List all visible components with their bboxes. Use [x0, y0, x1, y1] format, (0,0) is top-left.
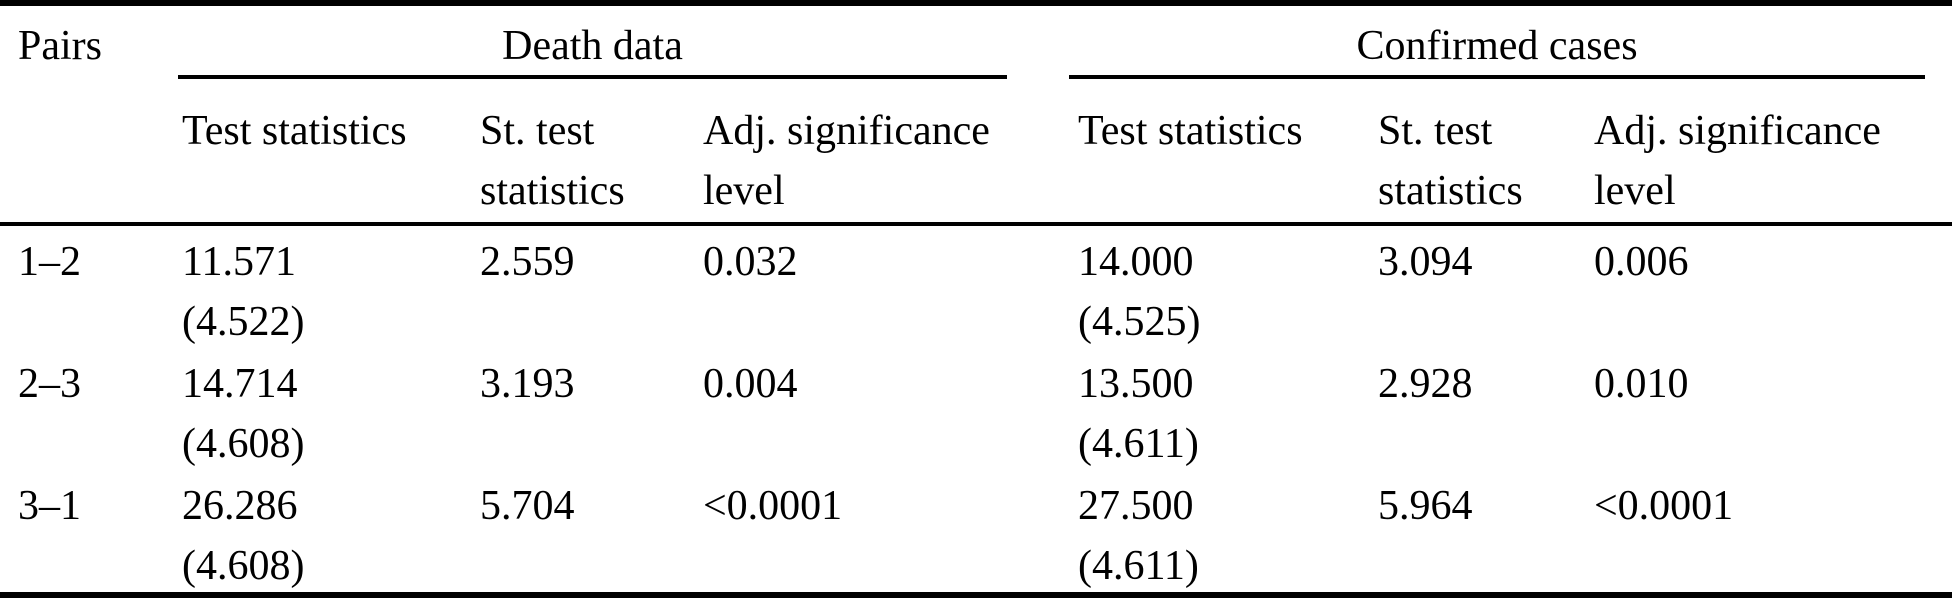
test-statistic-paren: (4.608)	[182, 421, 305, 467]
death-test-statistics-header: Test statistics	[182, 108, 407, 154]
test-statistic-paren: (4.611)	[1078, 421, 1199, 467]
death-adj-significance-cell: 0.032	[703, 239, 798, 285]
test-statistic-paren: (4.611)	[1078, 543, 1199, 589]
confirmed-adj-significance-header: Adj. significance level	[1594, 108, 1881, 214]
death-adj-significance-cell: <0.0001	[703, 483, 843, 529]
death-st-test-statistics-header: St. test statistics	[480, 108, 625, 214]
rule-gap	[1925, 75, 1952, 79]
death-test-statistic-cell: 11.571 (4.522)	[182, 226, 480, 352]
group-underline-rules	[0, 75, 1952, 79]
table-row: 1–2 11.571 (4.522) 2.559 0.032 14.000 (4…	[0, 226, 1952, 348]
death-st-test-statistic-cell: 3.193	[480, 361, 575, 407]
test-statistic-value: 14.714	[182, 361, 298, 407]
test-statistic-value: 11.571	[182, 239, 296, 285]
table-bottom-rule	[0, 592, 1952, 598]
pairs-subheader-spacer	[0, 79, 182, 101]
pair-label: 3–1	[18, 483, 81, 529]
group-header-death-data: Death data	[178, 6, 1007, 70]
test-statistic-value: 13.500	[1078, 361, 1194, 407]
test-statistic-paren: (4.522)	[182, 299, 305, 345]
death-test-statistic-cell: 14.714 (4.608)	[182, 348, 480, 474]
header-body-divider-rule	[0, 222, 1952, 226]
confirmed-adj-significance-cell: 0.006	[1594, 239, 1689, 285]
confirmed-st-test-statistics-header: St. test statistics	[1378, 108, 1523, 214]
death-st-test-statistic-cell: 2.559	[480, 239, 575, 285]
group-header-confirmed-cases: Confirmed cases	[1069, 6, 1925, 70]
confirmed-test-statistic-cell: 13.500 (4.611)	[1078, 348, 1378, 474]
death-data-underline-rule	[178, 75, 1007, 79]
confirmed-adj-significance-cell: <0.0001	[1594, 483, 1734, 529]
table-subheader-row: Test statistics St. test statistics Adj.…	[0, 79, 1952, 222]
confirmed-cases-underline-rule	[1069, 75, 1925, 79]
confirmed-st-test-statistic-cell: 3.094	[1378, 239, 1473, 285]
pair-label: 1–2	[18, 239, 81, 285]
test-statistic-value: 26.286	[182, 483, 298, 529]
death-st-test-statistic-cell: 5.704	[480, 483, 575, 529]
table-group-header-row: Pairs Death data Confirmed cases	[0, 6, 1952, 75]
death-adj-significance-header: Adj. significance level	[703, 108, 990, 214]
table-row: 3–1 26.286 (4.608) 5.704 <0.0001 27.500 …	[0, 470, 1952, 592]
confirmed-adj-significance-cell: 0.010	[1594, 361, 1689, 407]
test-statistic-paren: (4.608)	[182, 543, 305, 589]
group-label-death-data: Death data	[502, 23, 683, 69]
test-statistic-value: 14.000	[1078, 239, 1194, 285]
death-adj-significance-cell: 0.004	[703, 361, 798, 407]
death-test-statistic-cell: 26.286 (4.608)	[182, 470, 480, 596]
confirmed-st-test-statistic-cell: 5.964	[1378, 483, 1473, 529]
table-top-rule	[0, 0, 1952, 6]
table-row: 2–3 14.714 (4.608) 3.193 0.004 13.500 (4…	[0, 348, 1952, 470]
test-statistic-paren: (4.525)	[1078, 299, 1201, 345]
group-label-confirmed-cases: Confirmed cases	[1356, 23, 1638, 69]
confirmed-st-test-statistic-cell: 2.928	[1378, 361, 1473, 407]
confirmed-test-statistic-cell: 14.000 (4.525)	[1078, 226, 1378, 352]
confirmed-test-statistics-header: Test statistics	[1078, 108, 1303, 154]
pair-label: 2–3	[18, 361, 81, 407]
test-statistic-value: 27.500	[1078, 483, 1194, 529]
pairs-column-header: Pairs	[18, 23, 102, 69]
confirmed-test-statistic-cell: 27.500 (4.611)	[1078, 470, 1378, 596]
